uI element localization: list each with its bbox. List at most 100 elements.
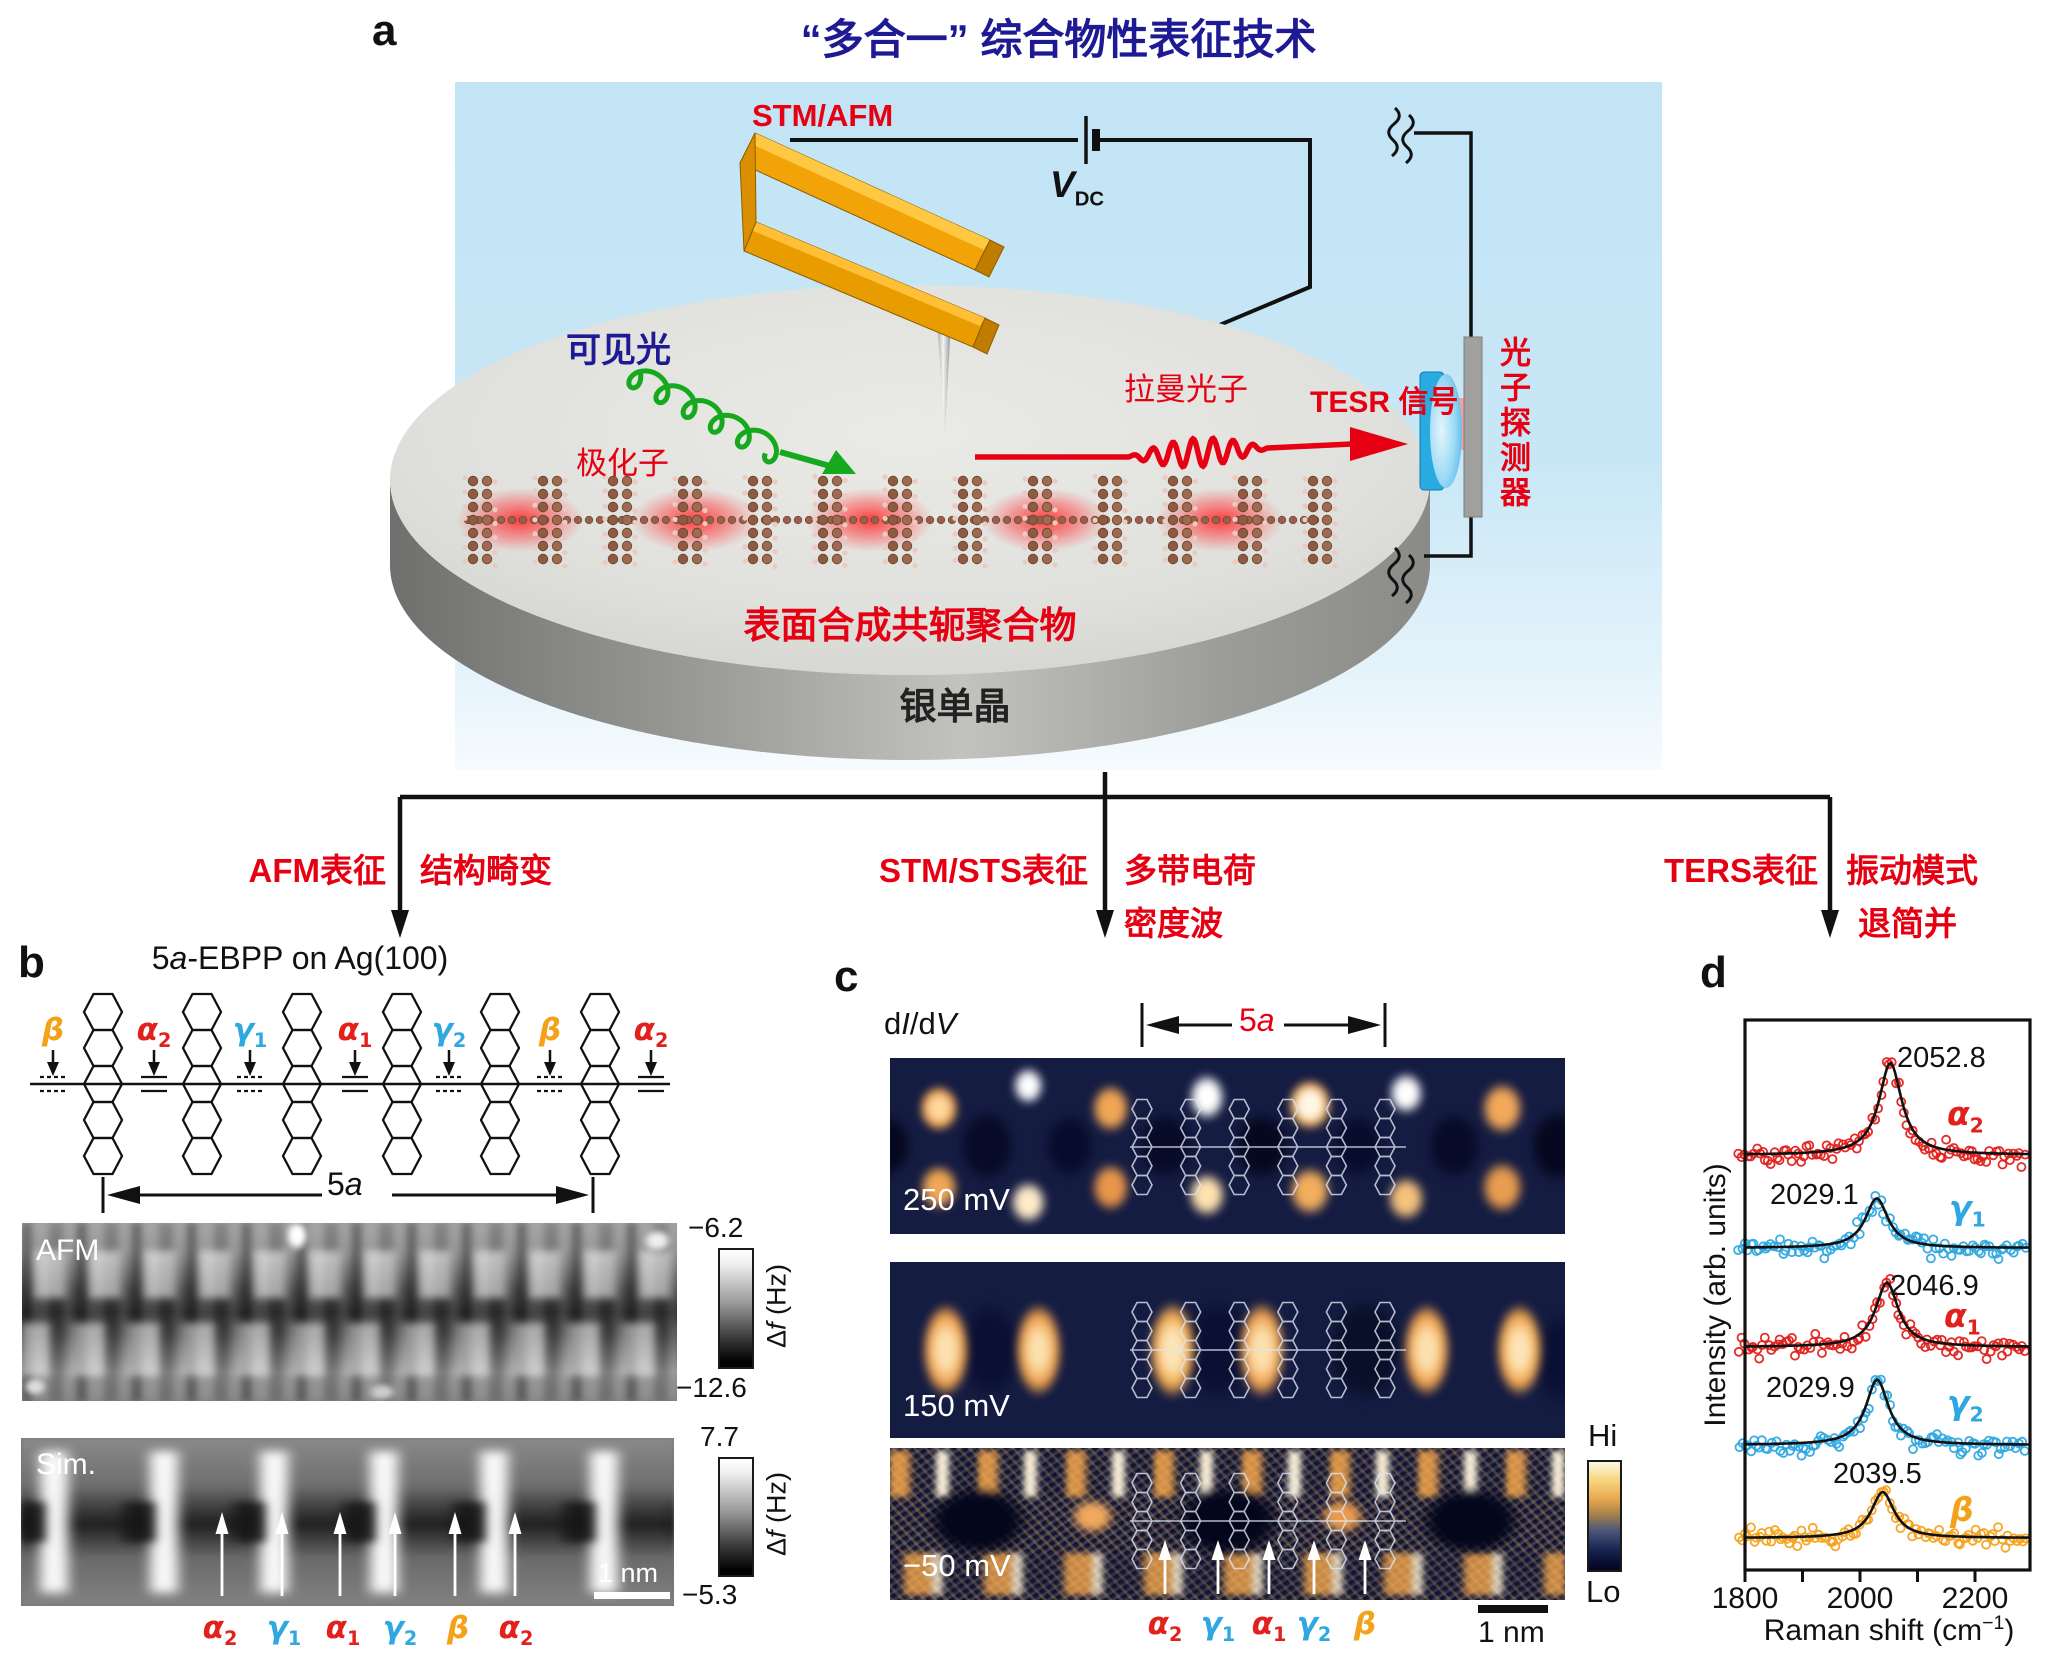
panel-label-a: a [372, 6, 397, 55]
marker-gamma2: γ2 [424, 1012, 474, 1052]
marker-sym: α [202, 1610, 224, 1646]
colorbar1-max: −6.2 [688, 1212, 744, 1243]
colorbar2-min: −5.3 [682, 1579, 738, 1610]
sts-result-label-2: 密度波 [1124, 905, 1223, 942]
branch-flow-arrows [397, 772, 1833, 912]
series-label-gamma2: γ2 [1947, 1383, 1984, 1427]
didv-map-250mV [890, 1058, 1565, 1234]
sim-marker-gamma1: γ1 [259, 1610, 309, 1650]
sim-marker-beta: β [433, 1610, 483, 1650]
series-sym: γ [1949, 1188, 1972, 1227]
didv-I: I [901, 1006, 910, 1041]
polaron-glow [456, 488, 1284, 552]
vdc-symbol: V [1050, 164, 1075, 205]
series-sym: α [1944, 1296, 1967, 1335]
unit-f: f [761, 1530, 792, 1538]
marker-sym: α [1251, 1606, 1273, 1642]
marker-sym: β [41, 1012, 65, 1048]
marker-sub: 2 [452, 1029, 467, 1053]
polymer-chain-molecules [462, 473, 1338, 570]
x-axis-label: Raman shift (cm−1) [1744, 1612, 2034, 1648]
marker-sym: β [446, 1610, 470, 1646]
sim-texture [21, 1501, 674, 1543]
sim-marker-alpha2: α2 [195, 1610, 245, 1650]
panel-label-d: d [1700, 948, 1727, 997]
series-label-alpha1: α1 [1944, 1296, 1981, 1340]
title-a-italic: a [169, 940, 188, 976]
sim-marker-gamma2: γ2 [375, 1610, 425, 1650]
scalebar-label-b: 1 nm [598, 1558, 659, 1588]
colorbar-lo-label: Lo [1586, 1574, 1621, 1609]
marker-sym: α [498, 1610, 520, 1646]
didv-map-150mV [890, 1262, 1565, 1438]
peak-value-gamma1: 2029.1 [1770, 1179, 1859, 1211]
panel-c-span-label: 5a [1239, 1002, 1275, 1039]
afm-experimental-image [22, 1223, 677, 1401]
raman-spectra-plot [1733, 1018, 2032, 1582]
x-tick-1800: 1800 [1711, 1582, 1779, 1615]
title-number: 5 [151, 940, 170, 976]
ters-result-label-1: 振动模式 [1846, 852, 1978, 889]
peak-value-gamma2: 2029.9 [1766, 1372, 1855, 1404]
xlabel-pre: Raman shift (cm [1763, 1614, 1983, 1647]
afm-method-label: AFM表征 [248, 852, 386, 889]
afm-texture [22, 1223, 677, 1401]
sim-colorbar [718, 1457, 754, 1577]
battery-icon [1084, 116, 1100, 164]
marker-alpha1: α1 [330, 1012, 380, 1052]
peak-value-beta: 2039.5 [1833, 1458, 1922, 1490]
sim-marker-alpha2-2: α2 [491, 1610, 541, 1650]
x-tick-2200: 2200 [1941, 1582, 2009, 1615]
x-tick-2000: 2000 [1826, 1582, 1894, 1615]
sts-marker-beta: β [1343, 1606, 1387, 1646]
span-number: 5 [1239, 1002, 1257, 1038]
tuning-fork-sensor [739, 132, 1005, 355]
unit-f: f [761, 1322, 792, 1330]
didv-V: V [935, 1006, 957, 1041]
marker-sym: α [325, 1610, 347, 1646]
series-sub: 1 [1966, 1315, 1981, 1340]
didv-map-minus50mV [890, 1448, 1565, 1600]
substrate-label: 银单晶 [899, 686, 1011, 727]
ters-result-label-2: 退简并 [1858, 905, 1957, 942]
marker-sub: 2 [654, 1029, 669, 1053]
marker-sub: 2 [1317, 1623, 1332, 1647]
polymer-label: 表面合成共轭聚合物 [743, 605, 1077, 646]
title-rest: -EBPP on Ag(100) [187, 940, 449, 976]
span-a: a [1256, 1002, 1275, 1038]
marker-beta: β [28, 1012, 78, 1052]
series-label-alpha2: α2 [1947, 1094, 1984, 1138]
sts-method-label: STM/STS表征 [878, 852, 1088, 889]
series-sym: α [1947, 1094, 1970, 1133]
sts-marker-alpha1: α1 [1247, 1606, 1291, 1646]
figure-title: “多合一” 综合物性表征技术 [800, 16, 1317, 63]
marker-sub: 2 [1168, 1623, 1183, 1647]
colorbar1-min: −12.6 [676, 1372, 747, 1403]
marker-sym: α [136, 1012, 158, 1048]
marker-sub: 1 [253, 1029, 268, 1053]
marker-alpha2: α2 [129, 1012, 179, 1052]
marker-sym: γ [266, 1610, 288, 1646]
unit-delta: Δ [761, 1537, 792, 1557]
tesr-signal-label: TESR 信号 [1310, 386, 1459, 419]
xlabel-sup: −1 [1982, 1612, 2005, 1634]
didv-dd: /d [909, 1006, 936, 1041]
panel-b-span-label: 5a [327, 1166, 363, 1203]
marker-alpha2-2: α2 [626, 1012, 676, 1052]
raman-photon-label: 拉曼光子 [1124, 372, 1248, 407]
afm-simulated-image [21, 1438, 674, 1606]
panel-b-title: 5a-EBPP on Ag(100) [90, 940, 510, 977]
sts-marker-gamma2: γ2 [1292, 1606, 1336, 1646]
marker-sub: 2 [157, 1029, 172, 1053]
series-label-gamma1: γ1 [1949, 1188, 1986, 1232]
stm-afm-label: STM/AFM [752, 98, 894, 133]
series-sub: 2 [1969, 1402, 1984, 1427]
sts-marker-alpha2: α2 [1143, 1606, 1187, 1646]
unit-rest: (Hz) [761, 1471, 792, 1531]
scalebar-label-c: 1 nm [1478, 1616, 1545, 1649]
bond-marker-arrows [47, 1050, 657, 1076]
colorbar2-max: 7.7 [700, 1421, 739, 1452]
afm-result-label: 结构畸变 [420, 852, 552, 889]
marker-sub: 1 [346, 1627, 361, 1651]
polaron-label: 极化子 [576, 446, 669, 481]
